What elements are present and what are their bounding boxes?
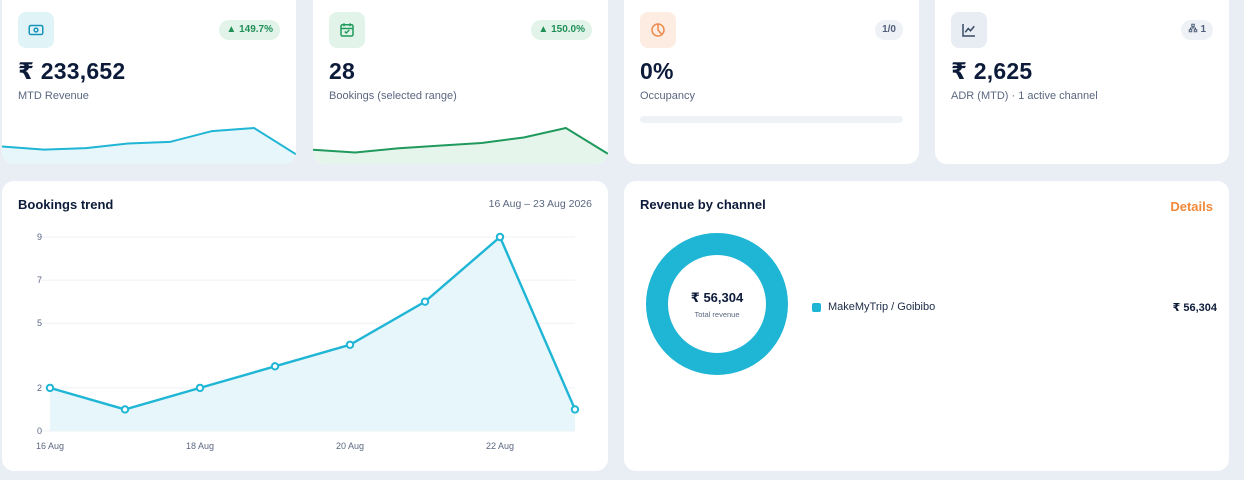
x-tick-label: 22 Aug [486, 441, 514, 451]
revenue-change-badge: ▲ 149.7% [219, 20, 280, 40]
occupancy-label: Occupancy [640, 90, 696, 102]
donut-total-value: ₹ 56,304 [690, 289, 744, 305]
line-chart-icon [951, 12, 987, 48]
y-tick-label: 9 [37, 232, 42, 242]
trend-point [495, 232, 505, 242]
revenue-donut-chart [646, 233, 788, 375]
bookings-trend-chart: 9 7 5 2 0 16 Aug 18 Aug 20 Aug 22 Aug [36, 232, 580, 451]
trend-point [345, 340, 355, 349]
active-channels-count: 1 [1200, 24, 1206, 35]
trend-point [270, 362, 280, 371]
channel-name: MakeMyTrip / Goibibo [828, 301, 936, 313]
revenue-sparkline [2, 126, 296, 164]
bookings-trend-card: Bookings trend 16 Aug – 23 Aug 2026 9 7 5 2… [2, 181, 608, 471]
kpi-card-bookings: ▲ 150.0% 28 Bookings (selected range) [313, 0, 608, 164]
cash-icon [18, 12, 54, 48]
adr-label: ADR (MTD) · 1 active channel [951, 90, 1098, 102]
bookings-spark-line [313, 126, 608, 155]
channel-amount: ₹ 56,304 [1172, 301, 1217, 314]
trend-point [570, 405, 580, 414]
x-tick-label: 20 Aug [336, 441, 364, 451]
trend-point [120, 405, 130, 414]
trend-line [49, 235, 577, 411]
donut-center: ₹ 56,304 Total revenue [642, 229, 792, 379]
bookings-value: 28 [329, 58, 355, 84]
pie-chart-icon [640, 12, 676, 48]
x-tick-label: 16 Aug [36, 441, 64, 451]
y-tick-label: 2 [37, 383, 42, 393]
occupancy-ratio-badge: 1/0 [875, 20, 903, 40]
trend-point [195, 383, 205, 393]
revenue-spark-line [2, 126, 296, 156]
trend-point [420, 297, 430, 306]
kpi-card-occupancy: 1/0 0% Occupancy [624, 0, 919, 164]
bookings-change-badge: ▲ 150.0% [531, 20, 592, 40]
occupancy-progress-bar [640, 116, 903, 123]
bookings-trend-date-range: 16 Aug – 23 Aug 2026 [488, 198, 592, 210]
bookings-trend-title: Bookings trend [18, 197, 114, 212]
kpi-card-adr: 1 ₹ 2,625 ADR (MTD) · 1 active channel [935, 0, 1229, 164]
donut-slice [646, 233, 788, 375]
bookings-sparkline [313, 126, 608, 164]
trend-point [45, 383, 55, 393]
sitemap-icon [1189, 23, 1198, 33]
y-tick-label: 7 [37, 275, 42, 285]
revenue-by-channel-title: Revenue by channel [640, 197, 766, 212]
y-tick-label: 5 [37, 318, 42, 328]
revenue-value: ₹ 233,652 [18, 58, 126, 84]
bookings-label: Bookings (selected range) [329, 90, 457, 102]
revenue-spark-area [2, 128, 296, 164]
occupancy-value: 0% [640, 58, 674, 84]
adr-value: ₹ 2,625 [951, 58, 1033, 84]
trend-area [50, 237, 575, 431]
details-link[interactable]: Details [1170, 199, 1213, 214]
y-tick-label: 0 [37, 426, 42, 436]
revenue-label: MTD Revenue [18, 90, 89, 102]
bookings-spark-area [313, 128, 608, 164]
revenue-by-channel-card: Revenue by channel Details ₹ 56,304 Tota… [624, 181, 1229, 471]
calendar-check-icon [329, 12, 365, 48]
active-channels-badge: 1 [1181, 20, 1213, 40]
kpi-card-revenue: ▲ 149.7% ₹ 233,652 MTD Revenue [2, 0, 296, 164]
channel-color-swatch [812, 302, 821, 312]
channel-legend-row: MakeMyTrip / Goibibo ₹ 56,304 [812, 299, 1217, 315]
x-tick-label: 18 Aug [186, 441, 214, 451]
donut-total-caption: Total revenue [694, 309, 740, 319]
